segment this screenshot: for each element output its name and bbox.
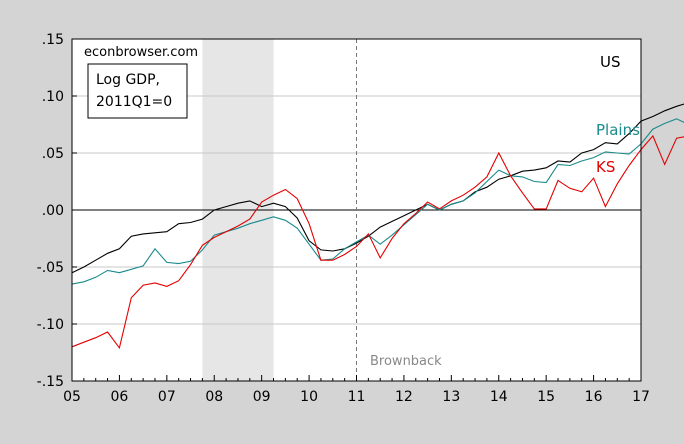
y-axis: .15 .10 .05 .00 -.05 -.10 -.15 xyxy=(37,32,77,390)
series-label-us: US xyxy=(600,53,621,71)
x-tick-label: 09 xyxy=(253,389,271,405)
x-tick-label: 16 xyxy=(585,389,603,405)
x-tick-label: 15 xyxy=(537,389,555,405)
y-tick-label: .00 xyxy=(42,203,64,219)
series-label-plains: Plains xyxy=(596,121,640,139)
y-tick-label: .10 xyxy=(42,89,64,105)
y-tick-label: .15 xyxy=(42,32,64,48)
y-tick-label: .05 xyxy=(42,146,64,162)
y-tick-label: -.05 xyxy=(37,260,64,276)
series-line-plains xyxy=(71,118,684,285)
box-label-line-1: Log GDP, xyxy=(96,72,160,88)
x-tick-label: 07 xyxy=(158,389,176,405)
legend-box xyxy=(87,63,188,119)
x-tick-label: 11 xyxy=(348,389,366,405)
y-tick-label: -.15 xyxy=(37,374,64,390)
x-axis: 05 06 07 08 09 10 11 12 13 14 15 16 17 xyxy=(63,375,650,405)
x-tick-label: 05 xyxy=(63,389,81,405)
x-tick-label: 06 xyxy=(111,389,129,405)
series-label-ks: KS xyxy=(596,158,615,176)
series-line-ks xyxy=(71,134,684,350)
y-tick-label: -.10 xyxy=(37,317,64,333)
x-tick-label: 17 xyxy=(632,389,650,405)
x-tick-label: 12 xyxy=(395,389,413,405)
series-group xyxy=(71,103,684,350)
watermark: econbrowser.com xyxy=(84,45,198,60)
x-tick-label: 10 xyxy=(300,389,318,405)
x-tick-label: 08 xyxy=(205,389,223,405)
x-tick-label: 14 xyxy=(490,389,508,405)
x-tick-label: 13 xyxy=(442,389,460,405)
box-label-line-2: 2011Q1=0 xyxy=(96,94,172,110)
event-label: Brownback xyxy=(370,354,442,369)
